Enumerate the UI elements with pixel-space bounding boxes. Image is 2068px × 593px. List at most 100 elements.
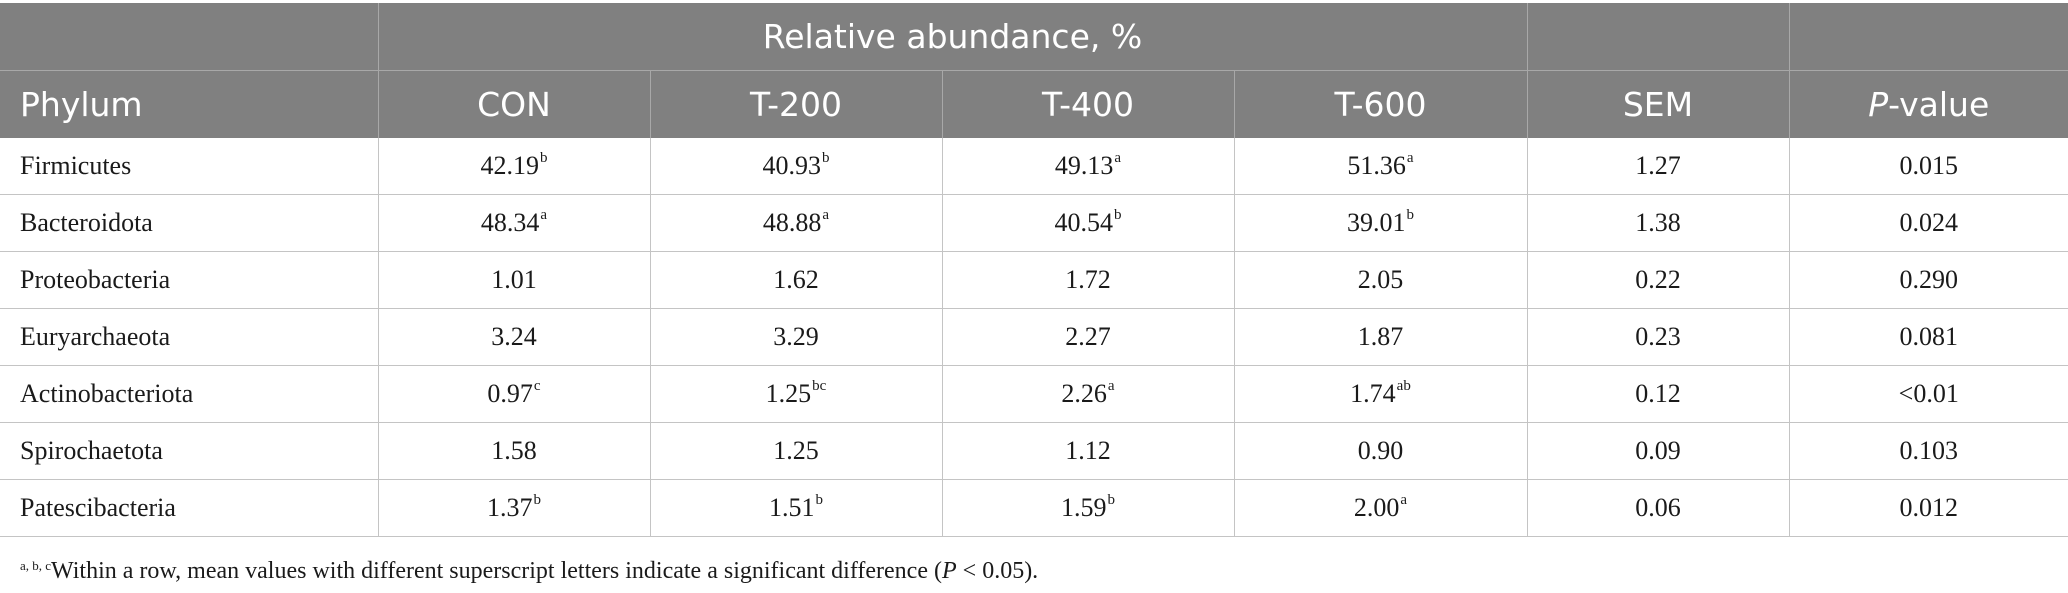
table-row: Patescibacteria 1.37b 1.51b 1.59b 2.00a 0.06 0… <box>0 479 2068 537</box>
t200-cell: 1.25bc <box>650 365 943 423</box>
t400-value: 40.54 <box>1054 208 1114 237</box>
t200-cell: 1.51b <box>650 479 943 537</box>
t200-value: 1.51 <box>769 493 815 522</box>
p-value-cell: <0.01 <box>1789 365 2068 423</box>
column-header-row: Phylum CON T-200 T-400 T-600 SEM P-value <box>0 70 2068 138</box>
con-value: 42.19 <box>480 151 540 180</box>
con-value: 0.97 <box>487 379 533 408</box>
con-cell: 0.97c <box>378 365 651 423</box>
con-value: 1.01 <box>491 265 537 294</box>
t400-cell: 1.59b <box>942 479 1235 537</box>
t600-value: 0.90 <box>1357 436 1404 465</box>
sem-cell: 0.22 <box>1527 251 1790 309</box>
sem-cell: 0.06 <box>1527 479 1790 537</box>
t600-superscript: a <box>1406 150 1414 166</box>
phylum-cell: Firmicutes <box>0 138 379 195</box>
t600-cell: 1.87 <box>1234 308 1528 366</box>
t600-value: 1.87 <box>1357 322 1404 351</box>
empty-header-cell <box>1789 3 2068 71</box>
t400-cell: 2.27 <box>942 308 1235 366</box>
p-value-cell: 0.103 <box>1789 422 2068 480</box>
t400-cell: 2.26a <box>942 365 1235 423</box>
phylum-column-header: Phylum <box>0 70 379 138</box>
sem-cell: 0.12 <box>1527 365 1790 423</box>
t600-value: 39.01 <box>1347 208 1406 237</box>
table-row: Spirochaetota 1.58 1.25 1.12 0.90 0.09 0.103 <box>0 422 2068 480</box>
t400-cell: 49.13a <box>942 138 1235 195</box>
phylum-cell: Actinobacteriota <box>0 365 379 423</box>
phylum-cell: Bacteroidota <box>0 194 379 252</box>
t200-cell: 48.88a <box>650 194 943 252</box>
p-italic-label: P <box>1868 85 1889 124</box>
t600-value: 51.36 <box>1347 151 1406 180</box>
p-value-cell: 0.081 <box>1789 308 2068 366</box>
con-cell: 42.19b <box>378 138 651 195</box>
t200-superscript: b <box>822 150 830 166</box>
t600-cell: 39.01b <box>1234 194 1528 252</box>
t600-superscript: a <box>1400 492 1408 508</box>
con-value: 48.34 <box>480 208 540 237</box>
empty-header-cell <box>0 3 379 71</box>
empty-header-cell <box>1527 3 1790 71</box>
con-cell: 3.24 <box>378 308 651 366</box>
con-cell: 1.01 <box>378 251 651 309</box>
t200-cell: 40.93b <box>650 138 943 195</box>
con-superscript: c <box>533 378 541 394</box>
t400-superscript: a <box>1114 150 1122 166</box>
footnote-text-after: < 0.05). <box>956 558 1039 584</box>
t400-value: 49.13 <box>1054 151 1114 180</box>
t400-superscript: b <box>1114 207 1122 223</box>
t200-value: 1.62 <box>773 265 819 294</box>
t200-column-header: T-200 <box>650 70 943 138</box>
con-superscript: b <box>533 492 542 508</box>
t200-value: 1.25 <box>773 436 819 465</box>
t600-cell: 51.36a <box>1234 138 1528 195</box>
t600-cell: 1.74ab <box>1234 365 1528 423</box>
table-row: Firmicutes 42.19b 40.93b 49.13a 51.36a 1.27 0.… <box>0 138 2068 195</box>
phylum-cell: Spirochaetota <box>0 422 379 480</box>
sem-cell: 1.38 <box>1527 194 1790 252</box>
t400-superscript: b <box>1107 492 1116 508</box>
t200-value: 3.29 <box>773 322 819 351</box>
t400-value: 1.72 <box>1065 265 1111 294</box>
sem-cell: 0.23 <box>1527 308 1790 366</box>
footnote-text: Within a row, mean values with different… <box>51 558 942 584</box>
t400-superscript: a <box>1107 378 1115 394</box>
t200-cell: 1.25 <box>650 422 943 480</box>
t400-value: 2.27 <box>1065 322 1111 351</box>
table-row: Actinobacteriota 0.97c 1.25bc 2.26a 1.74ab 0.… <box>0 365 2068 423</box>
t400-cell: 1.12 <box>942 422 1235 480</box>
abundance-table: Relative abundance, % Phylum CON T-200 T… <box>0 3 2068 537</box>
footnote: a, b, cWithin a row, mean values with di… <box>20 558 1038 585</box>
t600-column-header: T-600 <box>1234 70 1528 138</box>
t600-superscript: ab <box>1396 378 1411 394</box>
t400-column-header: T-400 <box>942 70 1235 138</box>
table-row: Euryarchaeota 3.24 3.29 2.27 1.87 0.23 0.081 <box>0 308 2068 366</box>
con-value: 1.58 <box>491 436 537 465</box>
con-column-header: CON <box>378 70 651 138</box>
t200-value: 1.25 <box>765 379 812 408</box>
p-value-label: -value <box>1888 85 1990 124</box>
p-value-column-header: P-value <box>1789 70 2068 138</box>
sem-cell: 1.27 <box>1527 138 1790 195</box>
t200-cell: 1.62 <box>650 251 943 309</box>
t600-cell: 0.90 <box>1234 422 1528 480</box>
t200-value: 48.88 <box>762 208 822 237</box>
t400-value: 1.12 <box>1065 436 1111 465</box>
p-value-cell: 0.024 <box>1789 194 2068 252</box>
t600-cell: 2.05 <box>1234 251 1528 309</box>
t600-superscript: b <box>1406 207 1415 223</box>
phylum-cell: Proteobacteria <box>0 251 379 309</box>
t400-value: 2.26 <box>1061 379 1107 408</box>
footnote-p-italic: P <box>941 558 957 584</box>
t200-superscript: bc <box>812 378 827 394</box>
table-row: Proteobacteria 1.01 1.62 1.72 2.05 0.22 0.290 <box>0 251 2068 309</box>
con-cell: 1.37b <box>378 479 651 537</box>
t600-cell: 2.00a <box>1234 479 1528 537</box>
t600-value: 1.74 <box>1350 379 1396 408</box>
sem-column-header: SEM <box>1527 70 1790 138</box>
t600-value: 2.00 <box>1353 493 1400 522</box>
relative-abundance-header: Relative abundance, % <box>378 3 1528 71</box>
t200-value: 40.93 <box>762 151 822 180</box>
con-value: 1.37 <box>487 493 533 522</box>
